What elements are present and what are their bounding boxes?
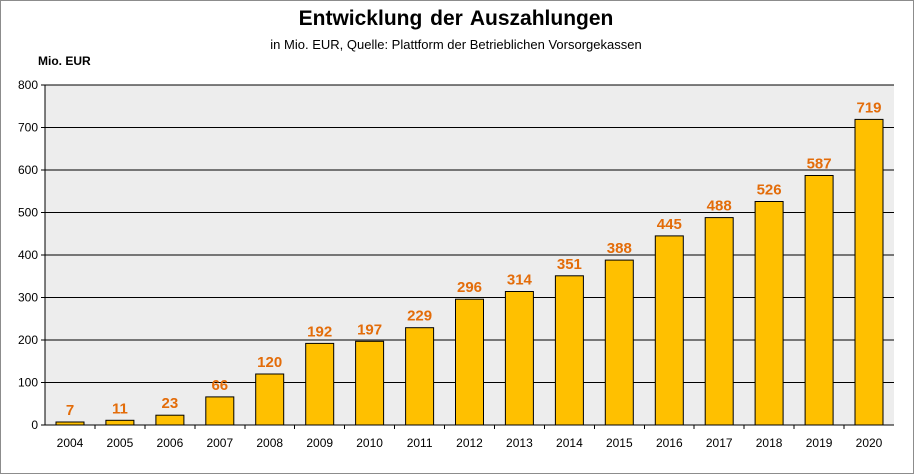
x-tick-label: 2011 [407, 436, 433, 450]
y-tick-label: 100 [18, 376, 38, 390]
x-tick-label: 2017 [706, 436, 733, 450]
data-label: 388 [607, 240, 632, 257]
y-tick-label: 800 [18, 78, 38, 92]
y-tick-label: 0 [31, 418, 38, 432]
bar [804, 175, 834, 426]
y-axis-unit-label: Mio. EUR [38, 54, 91, 68]
data-label: 120 [257, 354, 282, 371]
data-label: 296 [457, 279, 482, 296]
bar [355, 340, 385, 426]
bar [55, 421, 85, 426]
x-tick-label: 2008 [256, 436, 283, 450]
data-label: 719 [856, 99, 881, 116]
data-label: 197 [357, 321, 382, 338]
x-tick-label: 2006 [157, 436, 184, 450]
bar [105, 419, 135, 426]
x-tick-label: 2004 [57, 436, 84, 450]
bar [504, 291, 534, 426]
bar [405, 327, 435, 426]
y-tick-label: 300 [18, 291, 38, 305]
bar [554, 275, 584, 426]
y-tick-label: 700 [18, 121, 38, 135]
x-tick-label: 2009 [306, 436, 333, 450]
data-label: 445 [657, 216, 682, 233]
chart-title: Entwicklung der Auszahlungen [298, 7, 614, 30]
bar [155, 414, 185, 426]
y-tick-label: 200 [18, 333, 38, 347]
data-label: 23 [162, 395, 179, 412]
x-tick-label: 2020 [856, 436, 883, 450]
bar [604, 259, 634, 426]
x-tick-label: 2005 [107, 436, 134, 450]
x-tick-label: 2014 [556, 436, 583, 450]
data-label: 314 [507, 272, 533, 289]
chart-subtitle: in Mio. EUR, Quelle: Plattform der Betri… [270, 37, 642, 52]
bar [754, 201, 784, 426]
x-tick-label: 2013 [506, 436, 533, 450]
x-tick-label: 2018 [756, 436, 783, 450]
y-tick-label: 400 [18, 248, 38, 262]
data-label: 11 [112, 400, 128, 417]
x-tick-label: 2012 [456, 436, 483, 450]
data-label: 526 [757, 182, 782, 199]
data-label: 7 [66, 402, 74, 419]
bar [854, 118, 884, 426]
data-label: 229 [407, 308, 432, 325]
data-label: 66 [211, 377, 228, 394]
x-tick-label: 2010 [356, 436, 383, 450]
bar [654, 235, 684, 426]
bar [455, 298, 484, 426]
y-tick-label: 600 [18, 163, 38, 177]
data-label: 351 [557, 256, 582, 273]
data-label: 192 [307, 323, 332, 340]
y-tick-label: 500 [18, 206, 38, 220]
x-tick-label: 2007 [206, 436, 233, 450]
bar [704, 217, 734, 426]
x-tick-label: 2015 [606, 436, 633, 450]
data-label: 587 [807, 156, 832, 173]
bar [305, 342, 335, 426]
bar [255, 373, 285, 426]
bar [205, 396, 235, 426]
x-tick-label: 2016 [656, 436, 683, 450]
data-label: 488 [707, 198, 732, 215]
x-tick-label: 2019 [806, 436, 833, 450]
